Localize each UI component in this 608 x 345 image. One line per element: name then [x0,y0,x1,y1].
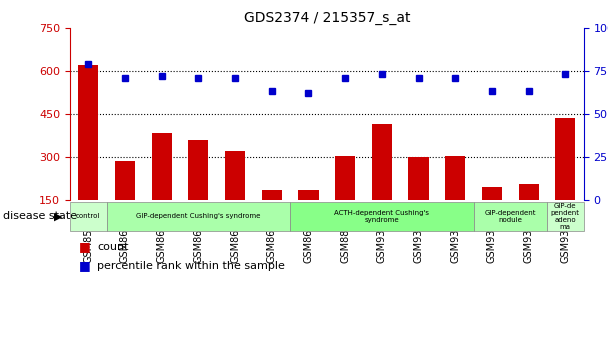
Text: control: control [76,214,100,219]
Bar [188,140,209,200]
Title: GDS2374 / 215357_s_at: GDS2374 / 215357_s_at [244,11,410,25]
Bar [115,161,135,200]
Bar [151,132,171,200]
Bar [482,187,502,200]
Text: ■: ■ [79,240,91,253]
Text: ACTH-dependent Cushing's
syndrome: ACTH-dependent Cushing's syndrome [334,210,429,223]
Text: percentile rank within the sample: percentile rank within the sample [97,261,285,270]
Text: count: count [97,242,129,252]
Text: GIP-dependent Cushing's syndrome: GIP-dependent Cushing's syndrome [136,214,261,219]
Bar [335,156,355,200]
Text: ■: ■ [79,259,91,272]
Bar [261,190,282,200]
Text: GIP-dependent
nodule: GIP-dependent nodule [485,210,536,223]
Bar [371,124,392,200]
Text: ▶: ▶ [54,211,62,221]
Bar [555,118,575,200]
Bar [225,151,245,200]
Text: GIP-de
pendent
adeno
ma: GIP-de pendent adeno ma [551,203,580,230]
Bar [519,184,539,200]
Bar [409,157,429,200]
Bar [78,65,98,200]
Bar [445,156,465,200]
Bar [299,190,319,200]
Text: disease state: disease state [3,211,77,221]
